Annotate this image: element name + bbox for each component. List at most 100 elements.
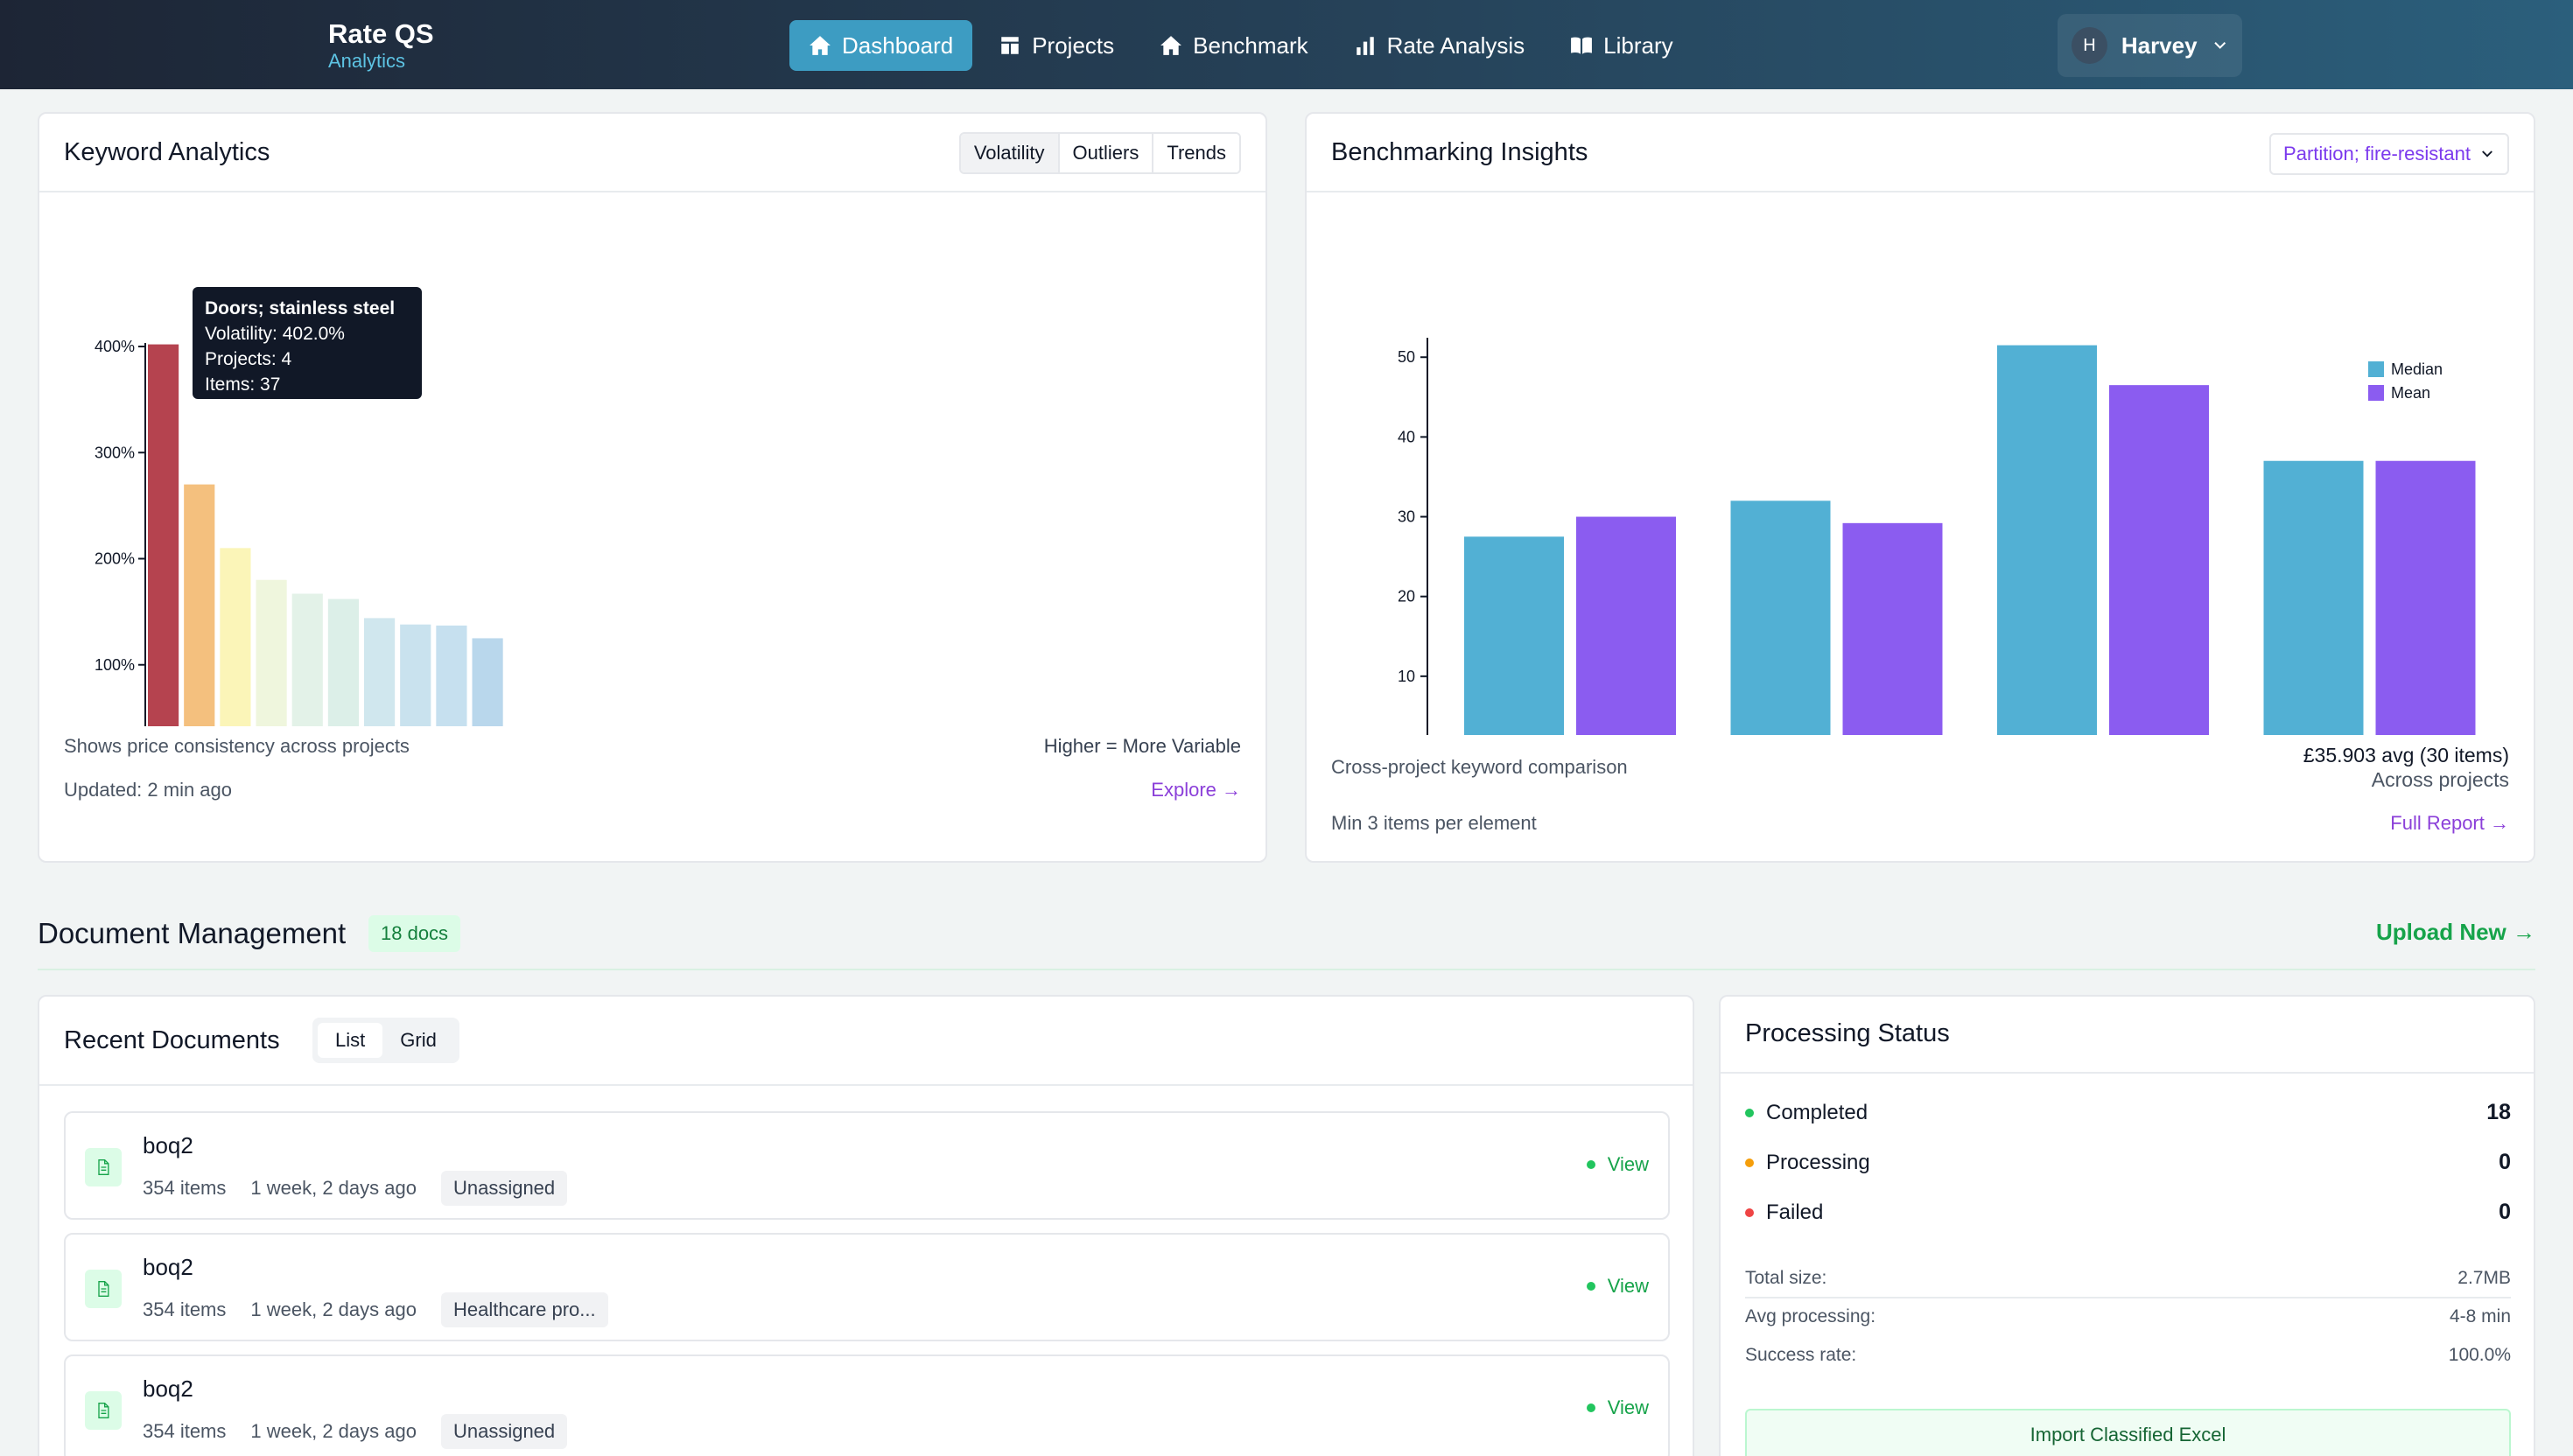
chevron-down-icon [2482,150,2492,158]
upload-age: 1 week, 2 days ago [250,1177,417,1199]
benchmarking-card: Benchmarking Insights Partition; fire-re… [1305,112,2535,863]
y-tick-label: 10 [1398,668,1415,685]
bar-median [2263,460,2364,735]
status-processing: Processing 0 [1745,1150,2511,1175]
view-label: View [1607,1396,1649,1418]
tab-volatility[interactable]: Volatility [960,134,1058,172]
document-name: boq2 [143,1376,193,1402]
y-tick-label: 30 [1398,508,1415,526]
avatar: H [2072,27,2107,64]
brand-title: Rate QS [328,18,434,49]
stat-value: 100.0% [2448,1345,2511,1365]
nav-library[interactable]: Library [1551,20,1692,71]
volatility-bar [148,344,179,726]
card-title: Recent Documents [64,1026,280,1054]
book-icon [1571,37,1593,54]
keyword-select-value: Partition; fire-resistant [2283,143,2471,164]
document-meta: 354 items 1 week, 2 days ago Healthcare … [143,1292,608,1327]
tab-trends[interactable]: Trends [1152,134,1239,172]
analysis-mode-tabs: Volatility Outliers Trends [958,132,1241,174]
status-completed: Completed 18 [1745,1100,2511,1125]
project-tag: Unassigned [440,1171,568,1206]
status-dot [1586,1404,1595,1412]
stat-value: 2.7MB [2457,1268,2511,1288]
y-tick-label: 40 [1398,428,1415,445]
document-row[interactable]: boq2 354 items 1 week, 2 days ago Health… [64,1233,1670,1341]
document-meta: 354 items 1 week, 2 days ago Unassigned [143,1171,568,1206]
chart-caption: Cross-project keyword comparison [1331,756,1628,778]
view-link[interactable]: View [1586,1153,1649,1176]
document-meta: 354 items 1 week, 2 days ago Unassigned [143,1414,568,1449]
stat-avg-processing: Avg processing: 4-8 min [1745,1306,2511,1327]
home-icon [1160,36,1182,55]
nav-projects-label: Projects [1032,32,1115,59]
status-dot [1745,1208,1754,1217]
legend-label: Mean [2391,384,2430,402]
stat-label: Avg processing: [1745,1306,1876,1326]
user-menu[interactable]: H Harvey [2058,14,2242,77]
item-count: 354 items [143,1177,227,1199]
volatility-bar [364,618,396,726]
card-header: Processing Status [1721,997,2534,1074]
keyword-analytics-card: Keyword Analytics Volatility Outliers Tr… [38,112,1267,863]
y-tick-label: 20 [1398,588,1415,606]
upload-new-link[interactable]: Upload New → [2375,919,2535,945]
nav-dashboard[interactable]: Dashboard [789,20,973,71]
grid-view-button[interactable]: Grid [400,1029,437,1051]
y-tick-label: 300% [95,444,135,461]
tab-outliers[interactable]: Outliers [1057,134,1153,172]
updated-time: Updated: 2 min ago [64,779,233,801]
volatility-bar [184,484,215,726]
list-view-button[interactable]: List [318,1023,383,1058]
status-failed: Failed 0 [1745,1200,2511,1225]
projects-icon [1001,37,1019,54]
status-dot [1586,1160,1595,1169]
legend-swatch [2368,361,2384,377]
volatility-bar [256,579,287,726]
status-label: Completed [1766,1100,1868,1124]
view-toggle: List Grid [312,1018,459,1063]
document-row[interactable]: boq2 354 items 1 week, 2 days ago Unassi… [64,1111,1670,1220]
legend-swatch [2368,385,2384,401]
full-report-link[interactable]: Full Report → [2390,812,2509,834]
y-tick-label: 200% [95,550,135,568]
view-link[interactable]: View [1586,1396,1649,1419]
card-header: Keyword Analytics Volatility Outliers Tr… [39,114,1265,192]
y-tick-label: 400% [95,338,135,355]
y-tick-label: 50 [1398,348,1415,366]
nav-dashboard-label: Dashboard [842,32,954,59]
volatility-bar [220,548,251,726]
status-label: Processing [1766,1150,1870,1174]
nav-projects[interactable]: Projects [979,20,1133,71]
keyword-select[interactable]: Partition; fire-resistant [2269,133,2509,175]
top-navbar: Rate QS Analytics Dashboard Projects Ben… [0,0,2573,89]
status-dot [1745,1158,1754,1167]
nav-benchmark[interactable]: Benchmark [1140,20,1328,71]
volatility-bar [472,638,503,726]
nav-benchmark-label: Benchmark [1193,32,1308,59]
explore-link[interactable]: Explore → [1151,779,1241,801]
import-excel-button[interactable]: Import Classified Excel [1745,1409,2511,1456]
status-count: 0 [2499,1200,2511,1224]
processing-status-card: Processing Status Completed 18 Processin… [1719,995,2535,1456]
brand-logo[interactable]: Rate QS Analytics [328,18,434,72]
document-row[interactable]: boq2 354 items 1 week, 2 days ago Unassi… [64,1354,1670,1456]
chevron-down-icon [2213,42,2226,49]
nav-links: Dashboard Projects Benchmark Rate Analys… [789,20,1693,71]
card-header: Recent Documents List Grid [39,997,1693,1086]
doc-count-badge: 18 docs [368,915,461,952]
nav-rate-analysis[interactable]: Rate Analysis [1335,20,1545,71]
view-label: View [1607,1275,1649,1297]
recent-documents-card: Recent Documents List Grid boq2 354 item… [38,995,1694,1456]
chart-caption: Shows price consistency across projects [64,735,410,757]
nav-rate-analysis-label: Rate Analysis [1386,32,1525,59]
bar-mean [2109,385,2209,735]
document-icon [85,1391,122,1430]
view-link[interactable]: View [1586,1275,1649,1298]
status-label: Failed [1766,1200,1824,1224]
upload-age: 1 week, 2 days ago [250,1420,417,1442]
bar-median [1464,536,1564,735]
volatility-bar [436,625,467,726]
tooltip-projects: Projects: 4 [205,349,292,369]
stat-total-size: Total size: 2.7MB [1745,1268,2511,1289]
